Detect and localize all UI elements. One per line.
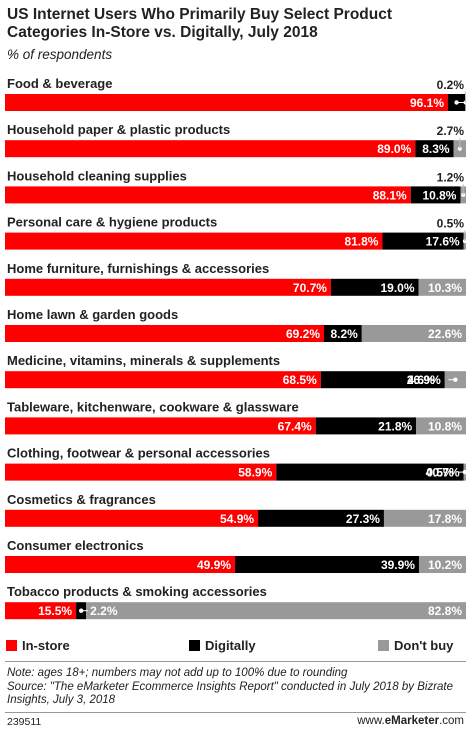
data-label-digitally: 40.7%: [426, 466, 460, 480]
legend-label-digitally: Digitally: [205, 638, 256, 653]
data-label-in-store: 49.9%: [197, 558, 231, 572]
brand-prefix: www.: [357, 715, 385, 727]
category-label: Cosmetics & fragrances: [7, 492, 156, 507]
chart-title: US Internet Users Who Primarily Buy Sele…: [7, 6, 393, 41]
category-label: Personal care & hygiene products: [7, 215, 217, 230]
stacked-bar-chart: Food & beverage 96.1% 3.7%0.2% Household pa…: [5, 76, 470, 620]
category-label: Home lawn & garden goods: [7, 307, 178, 322]
bar-segment-in-store: [5, 371, 321, 389]
data-label-in-store: 88.1%: [373, 188, 407, 202]
bar-segment-dont-buy: [383, 509, 466, 527]
note-text: Note: ages 18+; numbers may not add up t…: [7, 667, 348, 679]
data-label-dont-buy: 2.7%: [437, 124, 465, 138]
bar-segment-digitally: [330, 278, 419, 296]
data-label-digitally: 2.2%: [90, 604, 118, 618]
bar-segment-in-store: [5, 232, 383, 250]
bar-segment-dont-buy: [418, 556, 466, 573]
data-label-digitally: 26.9%: [407, 373, 441, 387]
bar-segment-in-store: [5, 325, 325, 342]
bar-segment-in-store: [5, 94, 449, 111]
bar-segment-dont-buy: [418, 278, 466, 296]
data-label-in-store: 68.5%: [283, 373, 317, 387]
category-label: Medicine, vitamins, minerals & supplemen…: [7, 353, 280, 368]
category-label: Food & beverage: [7, 76, 112, 91]
data-label-dont-buy: 10.3%: [428, 281, 462, 295]
chart-subtitle: % of respondents: [7, 47, 113, 62]
legend-label-in-store: In-store: [22, 638, 70, 653]
data-label-in-store: 15.5%: [38, 604, 72, 618]
divider-bottom: [5, 712, 466, 713]
data-label-dont-buy: 0.5%: [437, 217, 465, 231]
legend-label-dont-buy: Don't buy: [394, 638, 454, 653]
data-label-dont-buy: 22.6%: [428, 327, 462, 341]
legend-swatch-in-store: [6, 640, 17, 651]
bar-segment-in-store: [5, 556, 236, 573]
category-label: Household paper & plastic products: [7, 122, 230, 137]
category-label: Consumer electronics: [7, 538, 144, 553]
data-label-in-store: 96.1%: [410, 96, 444, 110]
data-label-digitally: 39.9%: [381, 558, 415, 572]
data-label-dont-buy: 1.2%: [437, 170, 465, 184]
data-label-in-store: 69.2%: [286, 327, 320, 341]
data-label-digitally: 10.8%: [422, 188, 456, 202]
bar-segment-in-store: [5, 186, 411, 204]
brand-name: eMarketer: [384, 715, 440, 727]
data-label-in-store: 81.8%: [344, 235, 378, 249]
bar-segment-in-store: [5, 463, 277, 481]
bar-segment-in-store: [5, 417, 316, 435]
bar-segment-dont-buy: [361, 325, 466, 342]
category-label: Tobacco products & smoking accessories: [7, 584, 267, 599]
source-text: Source: "The eMarketer Ecommerce Insight…: [7, 680, 454, 707]
data-label-digitally: 8.3%: [422, 142, 450, 156]
brand-suffix: .com: [439, 715, 464, 727]
bar-segment-digitally: [410, 186, 461, 204]
bar-segment-digitally: [382, 232, 464, 250]
bar-segment-digitally: [258, 509, 384, 527]
data-label-dont-buy: 4.6%: [407, 373, 435, 387]
bar-segment-digitally: [315, 417, 417, 435]
bar-segment-in-store: [5, 278, 331, 296]
bar-segment-dont-buy: [416, 417, 466, 435]
data-label-in-store: 67.4%: [278, 419, 312, 433]
bar-segment-dont-buy: [86, 602, 467, 620]
data-label-digitally: 3.7%: [466, 96, 470, 110]
legend-swatch-dont-buy: [378, 640, 389, 651]
data-label-in-store: 58.9%: [238, 466, 272, 480]
data-label-digitally: 17.6%: [426, 235, 460, 249]
notes: Note: ages 18+; numbers may not add up t…: [7, 667, 469, 708]
divider-top: [5, 661, 466, 662]
data-label-dont-buy: 0.5%: [426, 466, 454, 480]
data-label-digitally: 8.2%: [330, 327, 358, 341]
data-label-digitally: 27.3%: [346, 512, 380, 526]
bar-segment-in-store: [5, 140, 416, 158]
data-label-dont-buy: 17.8%: [428, 512, 462, 526]
legend-swatch-digitally: [189, 640, 200, 651]
bar-segment-digitally: [415, 140, 454, 158]
data-label-in-store: 54.9%: [220, 512, 254, 526]
data-label-dont-buy: 10.2%: [428, 558, 462, 572]
data-label-in-store: 70.7%: [293, 281, 327, 295]
data-label-dont-buy: 10.8%: [428, 419, 462, 433]
legend: In-store Digitally Don't buy: [0, 638, 470, 656]
data-label-digitally: 19.0%: [380, 281, 414, 295]
bar-segment-digitally: [320, 371, 445, 389]
category-label: Household cleaning supplies: [7, 168, 187, 183]
legend-item-digitally: Digitally: [189, 638, 256, 653]
brand-link[interactable]: www.eMarketer.com: [357, 715, 464, 727]
data-label-dont-buy: 82.8%: [428, 604, 462, 618]
data-label-dont-buy: 0.2%: [437, 78, 465, 92]
bar-segment-digitally: [235, 556, 419, 573]
chart-id: 239511: [7, 716, 42, 728]
category-label: Home furniture, furnishings & accessorie…: [7, 261, 269, 276]
data-label-in-store: 89.0%: [377, 142, 411, 156]
bar-segment-digitally: [276, 463, 464, 481]
legend-item-in-store: In-store: [6, 638, 70, 653]
legend-item-dont-buy: Don't buy: [378, 638, 453, 653]
bar-segment-in-store: [5, 602, 77, 620]
bar-segment-digitally: [324, 325, 362, 342]
category-label: Clothing, footwear & personal accessorie…: [7, 446, 270, 461]
category-label: Tableware, kitchenware, cookware & glass…: [7, 399, 299, 414]
bar-segment-in-store: [5, 509, 259, 527]
data-label-digitally: 21.8%: [378, 419, 412, 433]
